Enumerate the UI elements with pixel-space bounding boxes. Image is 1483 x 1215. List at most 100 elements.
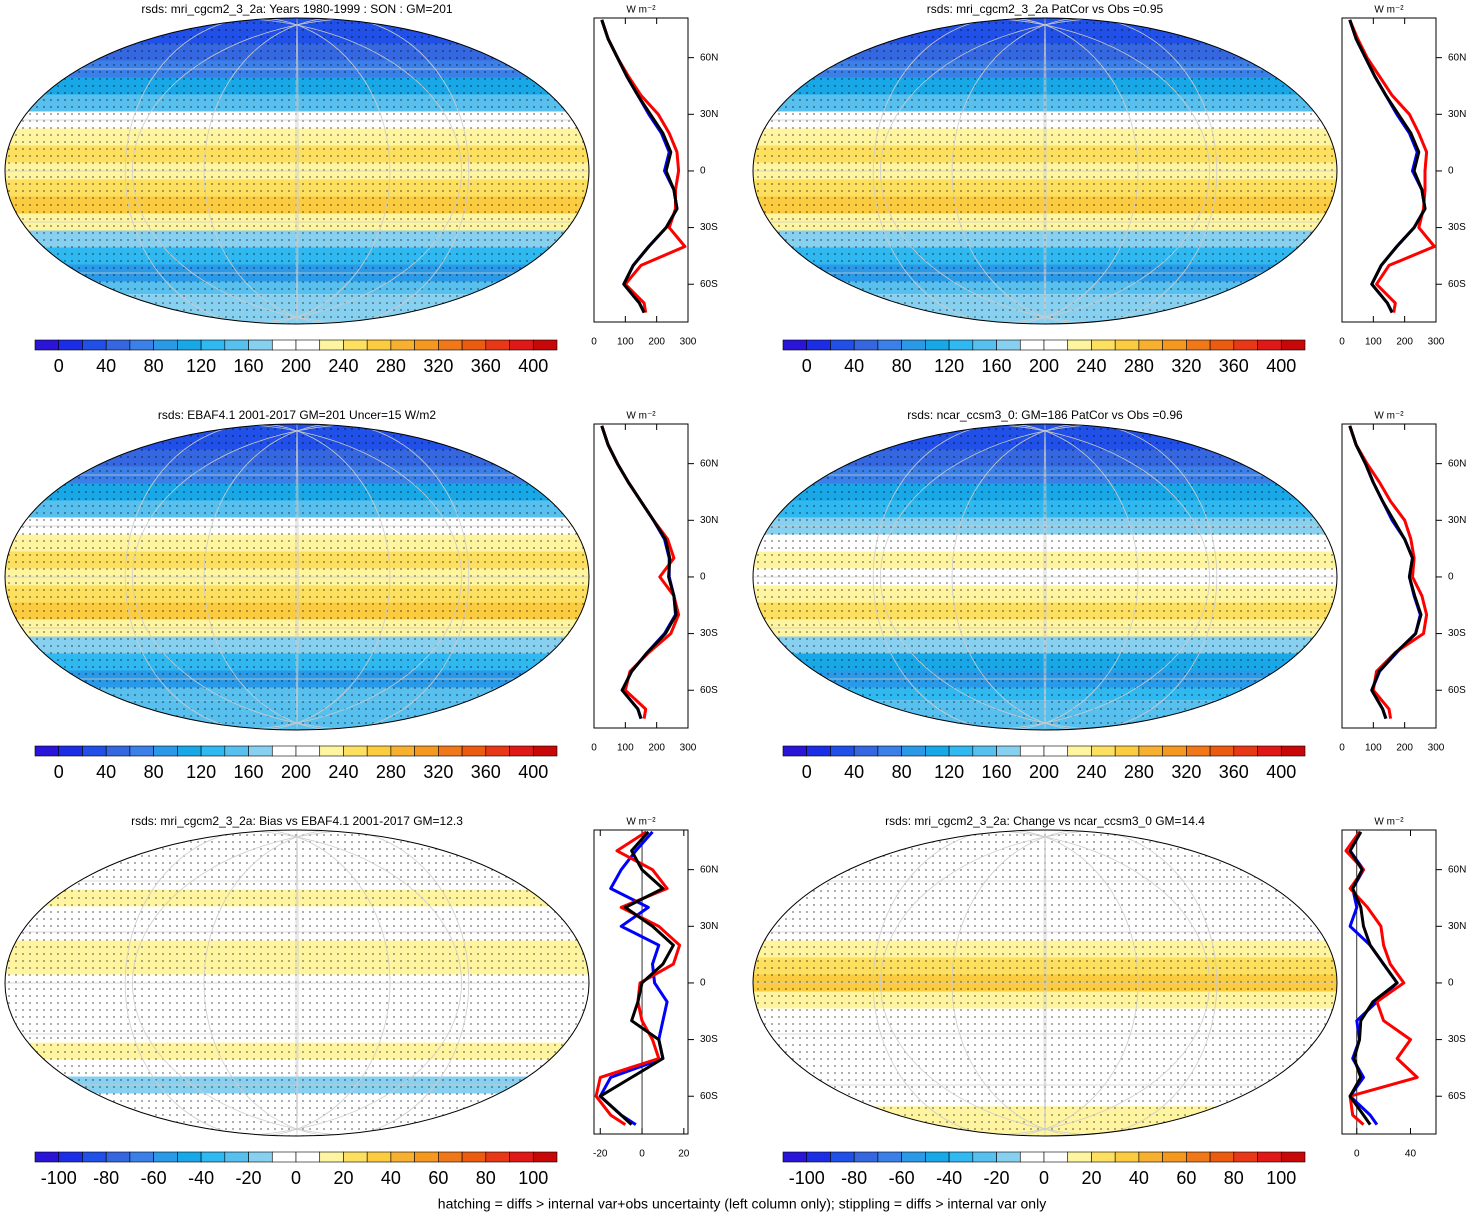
colorbar-box xyxy=(996,745,1021,757)
x-tick-label: 300 xyxy=(1428,337,1445,348)
colorbar-label: 120 xyxy=(934,356,964,376)
x-tick-label: 100 xyxy=(1365,743,1382,754)
colorbar-box xyxy=(34,745,60,757)
colorbar-label: 0 xyxy=(54,762,64,782)
colorbar-box xyxy=(1091,339,1116,351)
map-border xyxy=(4,423,590,731)
colorbar-box xyxy=(925,745,950,757)
colorbar-box xyxy=(925,1151,950,1163)
colorbar-box xyxy=(1162,339,1187,351)
y-tick-label: 30S xyxy=(700,628,718,639)
colorbar-label: 400 xyxy=(1266,762,1296,782)
colorbar-box xyxy=(224,339,249,351)
x-tick-label: 300 xyxy=(680,337,697,348)
colorbar-box xyxy=(319,745,344,757)
x-tick-label: 200 xyxy=(1396,337,1413,348)
y-tick-label: 30N xyxy=(700,109,718,120)
colorbar-box xyxy=(509,1151,534,1163)
x-tick-label: 100 xyxy=(1365,337,1382,348)
y-tick-label: 60N xyxy=(700,864,718,875)
profile-line xyxy=(600,19,679,314)
colorbar-box xyxy=(105,1151,131,1163)
colorbar-box xyxy=(153,339,178,351)
colorbar-label: 320 xyxy=(423,356,453,376)
colorbar-box xyxy=(806,339,831,351)
y-tick-label: 0 xyxy=(1448,978,1454,989)
colorbar-label: 200 xyxy=(281,356,311,376)
colorbar-box xyxy=(1067,339,1092,351)
colorbar-label: 20 xyxy=(1081,1168,1101,1188)
y-tick-label: 30N xyxy=(700,515,718,526)
colorbar-box xyxy=(1233,1151,1258,1163)
profile-line xyxy=(600,19,687,313)
map xyxy=(753,830,1337,1136)
panel-title: rsds: mri_cgcm2_3_2a: Bias vs EBAF4.1 20… xyxy=(131,814,463,828)
colorbar-box xyxy=(82,745,107,757)
colorbar-box xyxy=(901,339,926,351)
colorbar-box xyxy=(1043,1151,1069,1163)
colorbar-label: 80 xyxy=(892,762,912,782)
colorbar-label: 60 xyxy=(428,1168,448,1188)
colorbar-label: 120 xyxy=(934,762,964,782)
colorbar-box xyxy=(901,1151,926,1163)
colorbar-label: 320 xyxy=(1171,356,1201,376)
map xyxy=(753,18,1337,324)
y-tick-label: 30S xyxy=(1448,222,1466,233)
profile-frame xyxy=(593,17,689,323)
map-border xyxy=(752,17,1338,325)
profile-units: W m⁻² xyxy=(626,411,656,422)
colorbar-box xyxy=(1257,1151,1282,1163)
profile-line xyxy=(1348,425,1429,719)
colorbar-box xyxy=(129,1151,154,1163)
colorbar-label: 40 xyxy=(1129,1168,1149,1188)
panel: rsds: mri_cgcm2_3_2a: Change vs ncar_ccs… xyxy=(752,814,1466,1188)
colorbar-box xyxy=(295,339,321,351)
colorbar-label: 400 xyxy=(518,762,548,782)
colorbar-box xyxy=(34,1151,60,1163)
profile-units: W m⁻² xyxy=(626,5,656,16)
colorbar-label: -40 xyxy=(936,1168,962,1188)
colorbar-box xyxy=(1257,339,1282,351)
colorbar-label: 400 xyxy=(518,356,548,376)
profile-line xyxy=(598,830,675,1126)
colorbar-box xyxy=(1209,339,1235,351)
x-tick-label: 0 xyxy=(1339,337,1345,348)
colorbar-box xyxy=(1091,1151,1116,1163)
colorbar-label: 320 xyxy=(423,762,453,782)
colorbar-box xyxy=(1114,339,1140,351)
colorbar-label: 80 xyxy=(144,762,164,782)
panel-title: rsds: ncar_ccsm3_0: GM=186 PatCor vs Obs… xyxy=(907,408,1183,422)
colorbar-box xyxy=(200,745,226,757)
colorbar-box xyxy=(248,1151,273,1163)
x-tick-label: 0 xyxy=(591,337,597,348)
colorbar-label: 360 xyxy=(471,356,501,376)
colorbar-label: -40 xyxy=(188,1168,214,1188)
colorbar-box xyxy=(996,1151,1021,1163)
profile-frame xyxy=(1341,423,1437,729)
colorbar-label: 80 xyxy=(476,1168,496,1188)
panel-title: rsds: EBAF4.1 2001-2017 GM=201 Uncer=15 … xyxy=(158,408,436,422)
colorbar-label: 200 xyxy=(1029,762,1059,782)
colorbar-box xyxy=(1138,1151,1163,1163)
colorbar-label: 0 xyxy=(1039,1168,1049,1188)
y-tick-label: 60N xyxy=(700,52,718,63)
map-border xyxy=(752,423,1338,731)
colorbar-label: 360 xyxy=(471,762,501,782)
colorbar-label: 200 xyxy=(1029,356,1059,376)
colorbar-box xyxy=(461,339,487,351)
profile-frame xyxy=(593,423,689,729)
colorbar-box xyxy=(1280,1151,1306,1163)
colorbar-box xyxy=(1186,745,1211,757)
colorbar-box xyxy=(248,745,273,757)
colorbar-box xyxy=(830,1151,855,1163)
x-tick-label: 200 xyxy=(648,743,665,754)
colorbar-box xyxy=(1186,1151,1211,1163)
colorbar-box xyxy=(153,745,178,757)
footer-note: hatching = diffs > internal var+obs unce… xyxy=(438,1196,1046,1212)
colorbar-box xyxy=(1019,1151,1045,1163)
x-tick-label: 200 xyxy=(648,337,665,348)
colorbar-label: -20 xyxy=(236,1168,262,1188)
profile-line xyxy=(600,425,678,720)
y-tick-label: 0 xyxy=(700,978,706,989)
colorbar-label: 20 xyxy=(333,1168,353,1188)
